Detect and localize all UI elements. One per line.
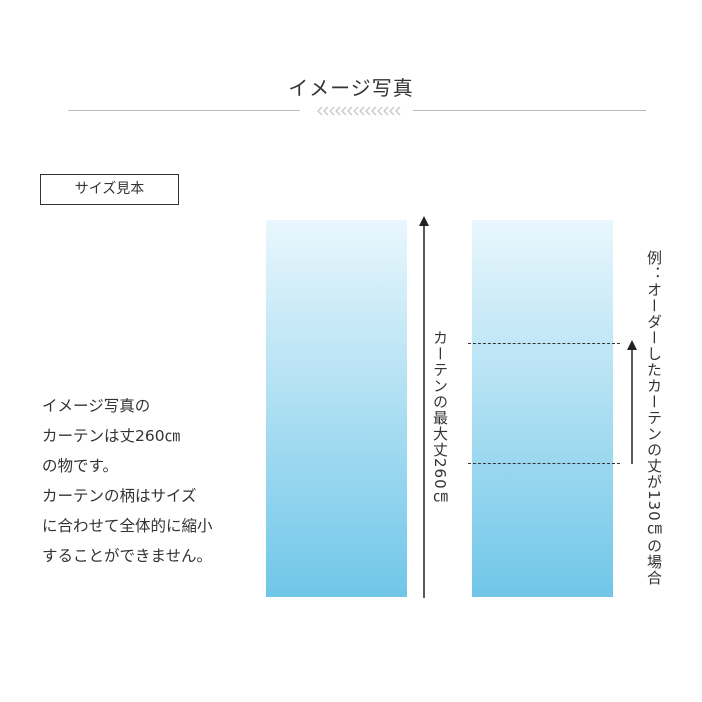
- arrow-up-icon: [627, 340, 637, 464]
- dashed-line-top: [468, 343, 620, 344]
- description: イメージ写真の カーテンは丈260㎝ の物です。 カーテンの柄はサイズ に合わせ…: [42, 391, 213, 571]
- page-title: イメージ写真: [288, 76, 414, 100]
- description-line: に合わせて全体的に縮小: [42, 517, 213, 535]
- divider-right: [413, 110, 646, 111]
- description-line: カーテンは丈260㎝: [42, 427, 181, 445]
- dashed-line-bottom: [468, 463, 620, 464]
- max-length-label: カーテンの最大丈260㎝: [431, 330, 449, 506]
- example-label: 例：オーダーしたカーテンの丈が130㎝の場合: [645, 250, 663, 586]
- description-line: することができません。: [42, 547, 213, 565]
- curtain-full-image: [266, 220, 407, 597]
- chevron-ornament-icon: [317, 106, 401, 116]
- divider-left: [68, 110, 300, 111]
- size-sample-label: サイズ見本: [40, 174, 179, 205]
- curtain-example-image: [472, 220, 613, 597]
- arrow-up-icon: [419, 216, 429, 598]
- description-line: の物です。: [42, 457, 118, 475]
- description-line: カーテンの柄はサイズ: [42, 487, 197, 505]
- description-line: イメージ写真の: [42, 397, 151, 415]
